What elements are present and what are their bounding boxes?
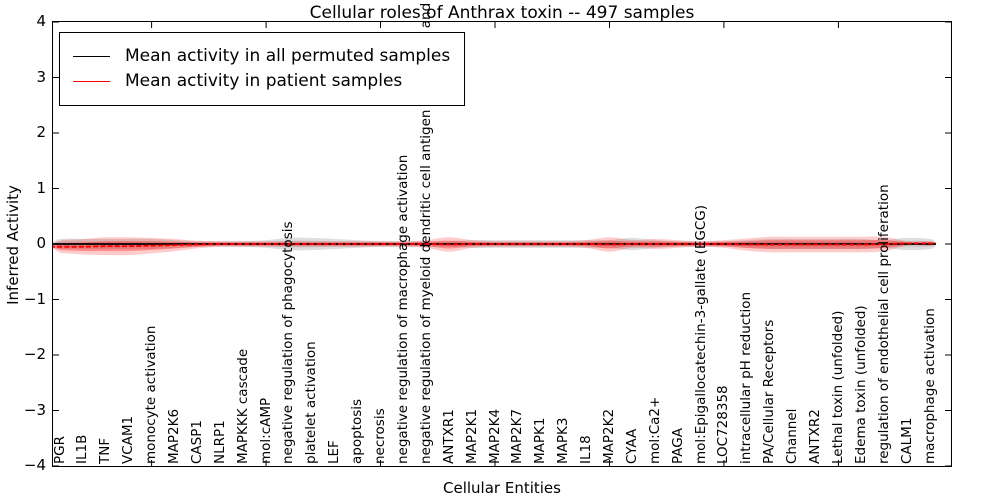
x-axis-label: Cellular Entities: [443, 479, 561, 497]
x-category-label: MAPK3: [555, 417, 572, 464]
legend-line-sample-black: [73, 55, 110, 57]
legend-label-permuted: Mean activity in all permuted samples: [125, 46, 451, 66]
x-category-label: mol:Ca2+: [646, 396, 663, 464]
patient-mean-line: [53, 242, 936, 248]
x-category-label: necrosis: [372, 408, 389, 464]
x-category-label: MAP2K6: [165, 408, 182, 464]
legend-entry-permuted: Mean activity in all permuted samples: [73, 46, 450, 66]
x-category-label: MAP2K4: [486, 408, 503, 464]
x-category-label: CALM1: [898, 417, 915, 464]
x-category-label: IL1B: [74, 434, 91, 464]
x-category-label: MAP2K7: [509, 408, 526, 464]
x-category-label: PGR: [51, 436, 68, 464]
y-tick-label: −2: [23, 345, 46, 363]
y-tick-label: 3: [36, 67, 46, 86]
x-category-label: MAPKKK cascade: [234, 348, 251, 464]
patient-band-inner: [53, 239, 936, 252]
legend-entry-patient: Mean activity in patient samples: [73, 71, 450, 91]
legend-line-sample-red: [73, 80, 110, 82]
x-category-label: CASP1: [188, 420, 205, 464]
x-category-label: TNF: [97, 437, 114, 464]
x-category-label: monocyte activation: [143, 325, 160, 464]
x-category-label: Lethal toxin (unfolded): [829, 310, 846, 464]
x-category-label: regulation of endothelial cell prolifera…: [875, 184, 892, 464]
x-category-label: PAGA: [669, 428, 686, 464]
x-category-label: ANTXR1: [440, 409, 457, 464]
x-category-label: MAP2K2: [600, 408, 617, 464]
x-category-label: negative regulation of macrophage activa…: [394, 154, 411, 464]
x-category-label: platelet activation: [303, 341, 320, 464]
x-category-label: IL18: [578, 435, 595, 464]
x-category-label: PA/Cellular Receptors: [761, 319, 778, 464]
y-tick-label: −3: [23, 400, 46, 419]
x-category-label: macrophage activation: [921, 308, 938, 464]
x-category-label: MAPK1: [532, 417, 549, 464]
x-category-label: apoptosis: [349, 398, 366, 464]
y-tick-label: 1: [36, 178, 46, 197]
y-tick-label: 0: [36, 234, 46, 252]
x-category-label: intracellular pH reduction: [738, 291, 755, 464]
y-tick-label: −1: [23, 289, 46, 308]
x-category-label: negative regulation of phagocytosis: [280, 221, 297, 464]
x-category-label: LEF: [326, 440, 343, 464]
x-category-label: mol:cAMP: [257, 397, 274, 464]
legend: Mean activity in all permuted samples Me…: [59, 32, 466, 106]
x-category-label: mol:Epigallocatechin-3-gallate (EGCG): [692, 205, 709, 464]
legend-label-patient: Mean activity in patient samples: [125, 71, 403, 91]
x-category-label: Channel: [784, 408, 801, 464]
x-category-label: Edema toxin (unfolded): [852, 305, 869, 464]
chart-title: Cellular roles of Anthrax toxin -- 497 s…: [309, 3, 695, 23]
x-category-label: VCAM1: [120, 415, 137, 464]
x-category-label: NLRP1: [211, 420, 228, 464]
y-tick-label: −4: [23, 456, 46, 474]
x-category-label: MAP2K1: [463, 408, 480, 464]
violin-plot-canvas: [53, 22, 951, 466]
patient-band-outer: [53, 236, 936, 256]
x-category-label: CYAA: [623, 428, 640, 464]
x-category-label: LOC728358: [715, 385, 732, 464]
y-tick-label: 2: [36, 123, 46, 141]
y-tick-label: 4: [36, 12, 46, 30]
x-category-label: ANTXR2: [807, 409, 824, 464]
